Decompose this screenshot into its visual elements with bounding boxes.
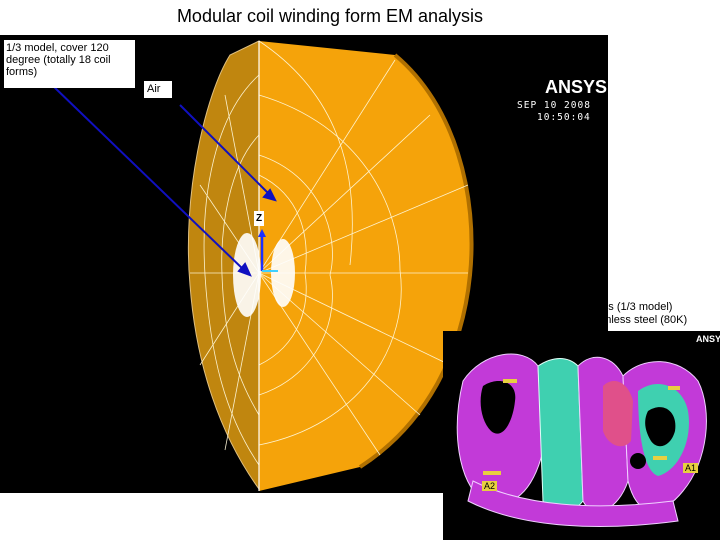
axis-triad-icon <box>258 229 278 272</box>
time-stamp: 10:50:04 <box>537 112 591 123</box>
air-domain-right <box>259 41 472 491</box>
coil-hole-left <box>480 381 516 434</box>
z-axis-label: Z <box>254 211 264 226</box>
model-note-callout: 1/3 model, cover 120 degree (totally 18 … <box>4 40 135 88</box>
coil-hole-small <box>630 453 646 469</box>
air-label: Air <box>144 81 172 98</box>
mesh-figure <box>51 40 474 491</box>
coil-form-middle <box>537 358 584 513</box>
coil-hole-right <box>645 407 676 447</box>
inset-ansys-logo: ANSYS <box>696 334 720 344</box>
dense-mesh <box>233 233 295 317</box>
pointer-arrows <box>51 84 277 277</box>
tag-a1: A1 <box>683 463 699 473</box>
coil-pink-right <box>603 381 633 447</box>
coil-caption-line1: 6 coil forms (1/3 model) <box>557 301 673 313</box>
slide-title: Modular coil winding form EM analysis <box>176 6 484 26</box>
ansys-logo: ANSYS <box>545 77 608 97</box>
air-domain-left <box>187 40 260 491</box>
tag-a2: A2 <box>482 481 498 491</box>
coil-form-bottom <box>467 480 679 527</box>
air-domain-right-edge <box>358 53 474 469</box>
coil-forms-figure <box>456 353 707 527</box>
date-stamp: SEP 10 2008 <box>517 100 591 111</box>
coil-caption: 6 coil forms (1/3 model) Material: stain… <box>510 301 720 327</box>
coil-caption-line2: Material: stainless steel (80K) <box>542 314 688 326</box>
ansys-mesh-view: ANSYS SEP 10 2008 10:50:04 <box>0 35 608 493</box>
yellow-markers <box>483 379 680 475</box>
coil-forms-view: ANSYS <box>443 331 720 540</box>
